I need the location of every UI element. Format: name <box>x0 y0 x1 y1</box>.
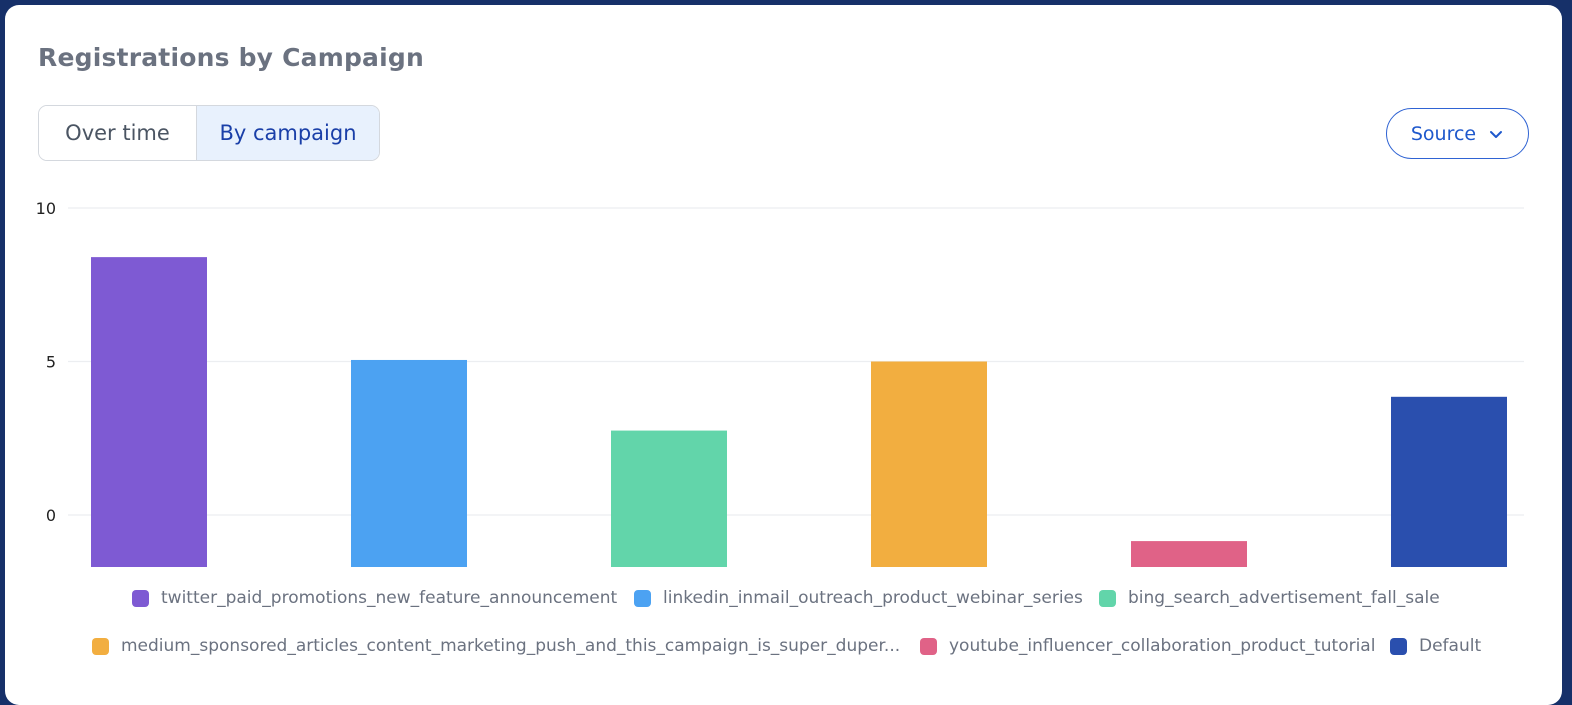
bar[interactable] <box>351 359 467 567</box>
legend-label: medium_sponsored_articles_content_market… <box>121 636 901 656</box>
legend-item[interactable]: youtube_influencer_collaboration_product… <box>920 635 1375 657</box>
legend-swatch <box>920 637 937 655</box>
legend-label: youtube_influencer_collaboration_product… <box>949 636 1376 656</box>
legend-label: linkedin_inmail_outreach_product_webinar… <box>663 588 1083 608</box>
source-dropdown[interactable]: Source <box>1386 108 1529 159</box>
chart-title: Registrations by Campaign <box>38 43 424 72</box>
legend-swatch <box>92 637 109 655</box>
legend-swatch <box>132 589 149 607</box>
bar[interactable] <box>871 361 987 568</box>
y-tick-label: 5 <box>46 353 56 372</box>
bar[interactable] <box>611 430 727 567</box>
bars <box>91 257 1507 567</box>
bar[interactable] <box>1391 396 1507 567</box>
legend-swatch <box>634 589 651 607</box>
chevron-down-icon <box>1490 130 1503 138</box>
legend-swatch <box>1099 589 1116 607</box>
legend-item[interactable]: twitter_paid_promotions_new_feature_anno… <box>132 587 617 609</box>
legend-label: Default <box>1419 636 1482 656</box>
legend-swatch <box>1390 637 1407 655</box>
legend-item[interactable]: medium_sponsored_articles_content_market… <box>92 635 900 657</box>
legend-item[interactable]: Default <box>1390 635 1481 657</box>
bar[interactable] <box>1131 541 1247 567</box>
bar[interactable] <box>91 257 207 567</box>
legend-label: twitter_paid_promotions_new_feature_anno… <box>161 588 618 608</box>
over-time-tab[interactable]: Over time <box>39 106 197 160</box>
source-dropdown-label: Source <box>1410 122 1477 145</box>
y-tick-label: 10 <box>36 199 56 218</box>
grid: 0 5 10 <box>36 199 1524 525</box>
view-toggle: Over time By campaign <box>38 105 380 161</box>
y-tick-label: 0 <box>46 506 56 525</box>
by-campaign-tab[interactable]: By campaign <box>197 106 379 160</box>
legend-item[interactable]: linkedin_inmail_outreach_product_webinar… <box>634 587 1083 609</box>
legend-item[interactable]: bing_search_advertisement_fall_sale <box>1099 587 1440 609</box>
legend-label: bing_search_advertisement_fall_sale <box>1128 588 1440 608</box>
